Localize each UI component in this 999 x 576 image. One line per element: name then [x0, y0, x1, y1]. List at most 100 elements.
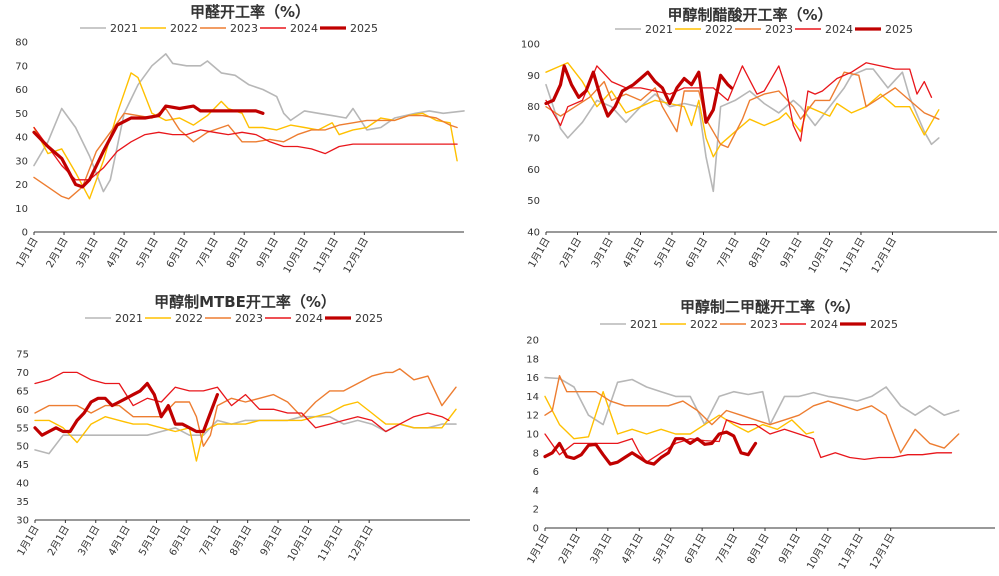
legend-label: 2024	[825, 23, 853, 36]
chart-title: 甲醇制二甲醚开工率（%）	[680, 298, 860, 316]
legend-item-2025: 2025	[325, 312, 383, 325]
legend-label: 2024	[290, 22, 318, 35]
y-tick-label: 60	[16, 405, 29, 416]
y-tick-label: 30	[15, 156, 28, 167]
y-tick-label: 70	[15, 61, 28, 72]
x-tick-label: 8月1日	[745, 532, 772, 566]
x-tick-label: 8月1日	[224, 236, 251, 270]
series-line-2022	[544, 390, 815, 440]
legend-item-2021: 2021	[85, 312, 143, 325]
series-line-2025	[543, 430, 758, 466]
series-line-2025	[544, 64, 734, 124]
x-tick-label: 4月1日	[106, 524, 133, 558]
x-tick-label: 5月1日	[652, 236, 679, 270]
legend-label: 2022	[170, 22, 198, 35]
x-tick-label: 6月1日	[167, 524, 194, 558]
y-tick-label: 4	[533, 486, 539, 497]
x-tick-label: 11月1日	[838, 236, 868, 276]
y-tick-label: 14	[526, 392, 539, 403]
x-tick-label: 10月1日	[806, 236, 836, 276]
y-tick-label: 30	[16, 516, 29, 527]
x-tick-label: 12月1日	[341, 236, 371, 276]
legend-item-2023: 2023	[720, 318, 778, 331]
legend-label: 2025	[355, 312, 383, 325]
y-tick-label: 50	[527, 196, 540, 207]
series-line-2023	[544, 374, 960, 454]
legend-item-2023: 2023	[200, 22, 258, 35]
y-tick-label: 16	[526, 373, 539, 384]
x-tick-label: 5月1日	[134, 236, 161, 270]
x-tick-label: 6月1日	[683, 236, 710, 270]
x-tick-label: 2月1日	[44, 236, 71, 270]
series-line-2023	[33, 107, 458, 200]
x-tick-label: 2月1日	[557, 236, 584, 270]
series-line-2021	[33, 53, 465, 193]
x-tick-label: 9月1日	[254, 236, 281, 270]
y-tick-label: 18	[526, 354, 539, 365]
y-tick-label: 35	[16, 497, 29, 508]
x-tick-label: 12月1日	[867, 532, 897, 572]
legend-label: 2021	[110, 22, 138, 35]
x-tick-label: 3月1日	[76, 524, 103, 558]
x-tick-label: 9月1日	[258, 524, 285, 558]
y-tick-label: 65	[16, 386, 29, 397]
legend-label: 2025	[885, 23, 913, 36]
y-tick-label: 40	[16, 479, 29, 490]
legend-label: 2023	[765, 23, 793, 36]
legend-label: 2023	[235, 312, 263, 325]
legend-item-2025: 2025	[855, 23, 913, 36]
series-line-2024	[544, 419, 953, 463]
legend-item-2024: 2024	[260, 22, 318, 35]
x-tick-label: 6月1日	[682, 532, 709, 566]
x-tick-label: 8月1日	[746, 236, 773, 270]
x-tick-label: 4月1日	[104, 236, 131, 270]
series-line-2024	[545, 62, 933, 142]
legend-label: 2022	[690, 318, 718, 331]
y-tick-label: 80	[15, 38, 28, 49]
legend-item-2024: 2024	[795, 23, 853, 36]
chart-dme: 甲醇制二甲醚开工率（%） 2021 2022 2023 2024 2025 0 2 4 6 8 10 1…	[525, 298, 995, 572]
x-tick-label: 3月1日	[589, 236, 616, 270]
chart-acetic-acid: 甲醇制醋酸开工率（%）2021 2022 2023 2024 2025 40 50 60 70 8…	[521, 6, 997, 276]
x-tick-label: 7月1日	[715, 236, 742, 270]
legend-label: 2023	[750, 318, 778, 331]
chart-formaldehyde: 甲醛开工率（%） 2021 2022 2023 2024 2025 0 10 20 30 40 50 6…	[14, 3, 465, 276]
x-tick-label: 1月1日	[525, 532, 552, 566]
legend-item-2023: 2023	[735, 23, 793, 36]
x-tick-label: 5月1日	[651, 532, 678, 566]
chart-title: 甲醇制醋酸开工率（%）	[667, 6, 832, 24]
y-tick-label: 80	[527, 102, 540, 113]
x-tick-label: 2月1日	[45, 524, 72, 558]
x-tick-label: 3月1日	[588, 532, 615, 566]
series-line-2022	[545, 62, 940, 158]
x-tick-label: 7月1日	[197, 524, 224, 558]
chart-panel-dme: 甲醇制二甲醚开工率（%） 2021 2022 2023 2024 2025 0 2 4 6 8 10 1…	[500, 288, 999, 576]
legend-item-2024: 2024	[265, 312, 323, 325]
chart-panel-acetic-acid: 甲醇制醋酸开工率（%） 2021 2022 2023 2024 2025 40 50 60 70 8…	[500, 0, 999, 288]
y-tick-label: 90	[527, 71, 540, 82]
series-line-2021	[544, 376, 960, 426]
x-tick-label: 11月1日	[315, 524, 345, 564]
legend-item-2025: 2025	[320, 22, 378, 35]
legend-label: 2025	[350, 22, 378, 35]
legend-item-2022: 2022	[660, 318, 718, 331]
legend-item-2022: 2022	[145, 312, 203, 325]
x-tick-label: 10月1日	[281, 236, 311, 276]
y-tick-label: 20	[526, 336, 539, 347]
legend-label: 2025	[870, 318, 898, 331]
y-tick-label: 45	[16, 460, 29, 471]
legend-label: 2022	[705, 23, 733, 36]
chart-mtbe: 甲醇制MTBE开工率（%） 2021 2022 2023 2024 2025 30 35 40 4…	[15, 293, 470, 564]
legend-item-2025: 2025	[840, 318, 898, 331]
x-tick-label: 4月1日	[620, 236, 647, 270]
y-tick-label: 50	[15, 109, 28, 120]
x-tick-label: 7月1日	[713, 532, 740, 566]
y-tick-label: 0	[22, 228, 28, 239]
series-line-2021	[34, 415, 457, 455]
series-line-2023	[545, 71, 940, 149]
y-tick-label: 60	[527, 165, 540, 176]
legend-label: 2024	[295, 312, 323, 325]
y-tick-label: 6	[533, 467, 539, 478]
y-tick-label: 60	[15, 85, 28, 96]
legend-item-2023: 2023	[205, 312, 263, 325]
